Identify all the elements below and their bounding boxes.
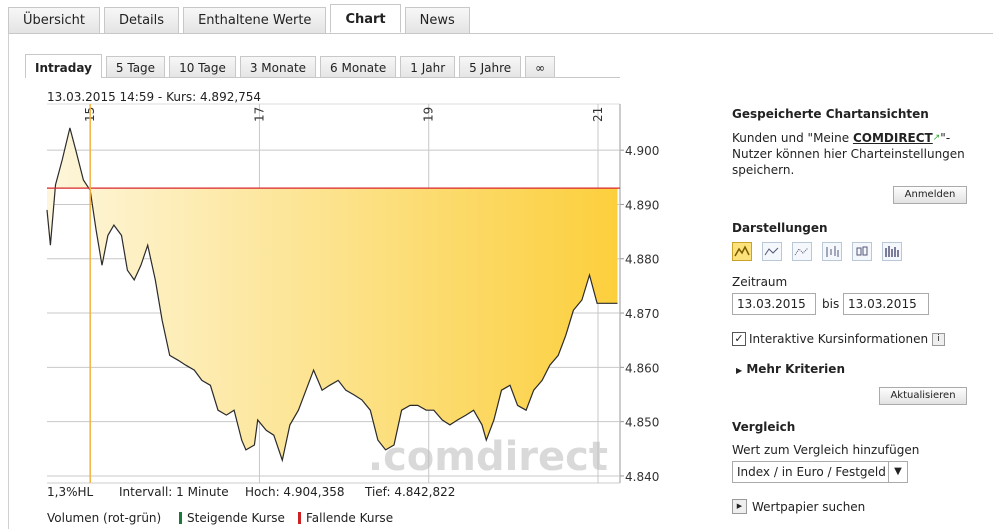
volume-label: Volumen (rot-grün) <box>47 511 162 525</box>
tab[interactable]: Übersicht <box>8 7 100 33</box>
external-icon: ↗ <box>932 133 941 143</box>
y-tick-label: 4.900 <box>625 144 659 158</box>
legend-label: Fallende Kurse <box>306 511 394 525</box>
range-tab[interactable]: 5 Jahre <box>459 56 522 78</box>
chart-stat: Intervall: 1 Minute <box>119 485 229 499</box>
chart-stat: Hoch: 4.904,358 <box>245 485 345 499</box>
select-arrow: ▼ <box>888 462 907 482</box>
saved-text-after: "-Nutzer können hier Charteinstellungen … <box>732 131 965 177</box>
range-tab[interactable]: 6 Monate <box>320 56 397 78</box>
login-button[interactable]: Anmelden <box>893 186 967 204</box>
range-tab-rule <box>25 77 620 78</box>
vergleich-label: Wert zum Vergleich hinzufügen <box>732 443 920 457</box>
more-criteria-label: Mehr Kriterien <box>746 362 845 376</box>
x-tick-label: 21 <box>591 107 605 122</box>
y-tick-label: 4.890 <box>625 198 659 212</box>
range-tab[interactable]: 3 Monate <box>239 56 317 78</box>
tab-bar: Übersicht Details Enthaltene Werte Chart New… <box>8 4 470 33</box>
search-icon[interactable]: ▶ <box>732 499 747 514</box>
legend-label: Steigende Kurse <box>187 511 285 525</box>
chart-style-line[interactable] <box>762 242 782 261</box>
x-tick-label: 17 <box>252 107 266 122</box>
date-from[interactable]: 13.03.2015 <box>732 293 816 315</box>
darstellungen-title: Darstellungen <box>732 221 828 235</box>
chart-style-ohlc[interactable] <box>822 242 842 261</box>
chart-style-mountain[interactable] <box>732 242 752 261</box>
y-tick-label: 4.840 <box>625 470 659 484</box>
y-tick-label: 4.880 <box>625 253 659 267</box>
update-button[interactable]: Aktualisieren <box>879 387 967 405</box>
chart-style-bars[interactable] <box>882 242 902 261</box>
range-tab[interactable]: Intraday <box>25 54 102 78</box>
chart-stat: 1,3%HL <box>47 485 94 499</box>
watermark: .comdirect <box>368 434 608 480</box>
area-fill <box>47 127 618 461</box>
tab[interactable]: Details <box>103 7 180 33</box>
range-tab[interactable]: ∞ <box>525 56 556 78</box>
checkbox[interactable]: ✓ <box>732 332 746 346</box>
checkbox-label: Interaktive Kursinformationen <box>749 332 929 346</box>
saved-text: Kunden und "Meine COMDIRECT↗"-Nutzer kön… <box>732 130 972 178</box>
date-to[interactable]: 13.03.2015 <box>843 293 929 315</box>
chart-title: 13.03.2015 14:59 - Kurs: 4.892,754 <box>47 90 262 104</box>
y-tick-label: 4.860 <box>625 361 659 375</box>
range-tab[interactable]: 10 Tage <box>169 56 236 78</box>
saved-title: Gespeicherte Chartansichten <box>732 107 929 121</box>
brand-link[interactable]: COMDIRECT <box>852 131 933 145</box>
content-frame <box>8 33 993 529</box>
tab[interactable]: News <box>404 7 470 33</box>
vergleich-title: Vergleich <box>732 420 796 434</box>
chart-stat: Tief: 4.842,822 <box>365 485 456 499</box>
date-separator: bis <box>822 297 840 311</box>
saved-text-before: Kunden und "Meine <box>732 131 853 145</box>
y-tick-label: 4.870 <box>625 307 659 321</box>
x-tick-label: 19 <box>422 107 436 122</box>
chart-style-dots[interactable] <box>792 242 812 261</box>
y-tick-label: 4.850 <box>625 416 659 430</box>
tab[interactable]: Chart <box>330 4 401 33</box>
info-icon[interactable]: i <box>932 333 945 346</box>
zeitraum-label: Zeitraum <box>732 275 788 289</box>
compare-select-text: Index / in Euro / Festgeld <box>737 465 886 479</box>
tab[interactable]: Enthaltene Werte <box>183 7 327 33</box>
compare-select[interactable]: Index / in Euro / Festgeld ▼ <box>732 461 908 483</box>
legend-swatch <box>179 512 182 524</box>
range-tab[interactable]: 5 Tage <box>105 56 166 78</box>
arrow-icon: ▶ <box>736 366 743 375</box>
legend-swatch <box>298 512 301 524</box>
chart-style-candle[interactable] <box>852 242 872 261</box>
search-link[interactable]: Wertpapier suchen <box>752 500 866 514</box>
range-tab-bar: Intraday 5 Tage 10 Tage 3 Monate 6 Monate 1 J… <box>25 54 556 78</box>
range-tab[interactable]: 1 Jahr <box>400 56 456 78</box>
price-line <box>46 127 618 463</box>
more-criteria[interactable]: ▶ Mehr Kriterien <box>736 362 845 376</box>
